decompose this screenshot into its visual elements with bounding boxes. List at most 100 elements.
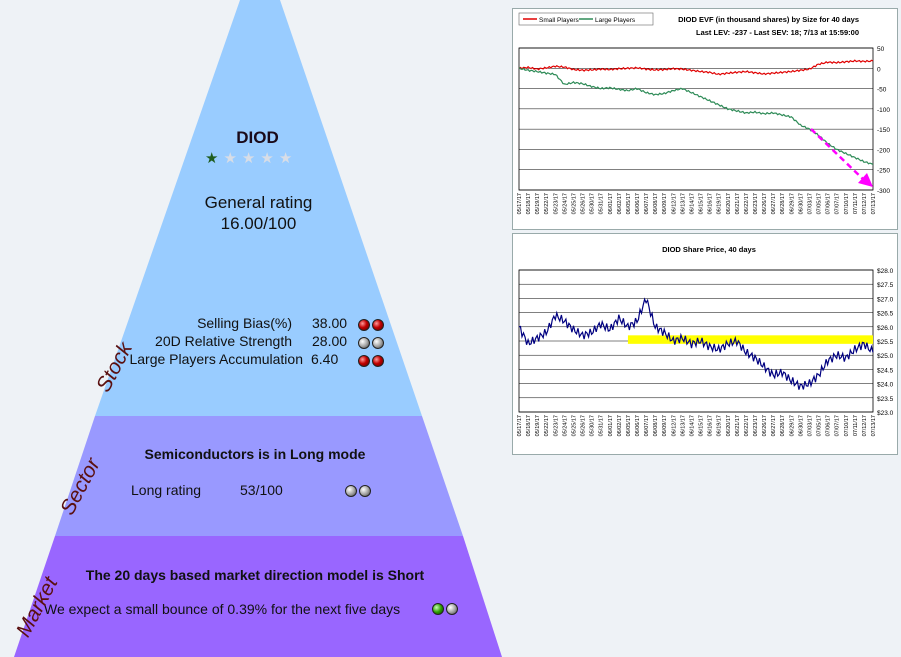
- pyramid-market-tier: [14, 536, 502, 657]
- star-empty-icon: ★: [260, 150, 275, 167]
- x-tick-label: 07/06/17: [826, 193, 832, 214]
- x-tick-label: 05/23/17: [553, 193, 559, 214]
- gray-ball-icon: [359, 484, 371, 497]
- y-tick-label: 0: [877, 66, 881, 73]
- x-tick-label: 06/07/17: [644, 415, 650, 436]
- y-tick-label: 50: [877, 46, 885, 53]
- x-tick-label: 07/11/17: [853, 415, 859, 436]
- x-tick-label: 05/25/17: [571, 193, 577, 214]
- x-tick-label: 06/13/17: [680, 193, 686, 214]
- y-tick-label: -150: [877, 127, 890, 134]
- metric-value: 38.00: [312, 315, 348, 331]
- price-chart-title: DIOD Share Price, 40 days: [662, 245, 756, 254]
- y-tick-label: -50: [877, 87, 887, 94]
- y-tick-label: -300: [877, 188, 890, 195]
- evf-chart-panel: Small Players Large Players DIOD EVF (in…: [512, 8, 898, 230]
- sector-rating-value: 53/100: [240, 482, 283, 498]
- metric-indicator: [356, 334, 384, 352]
- gray-ball-icon: [358, 336, 370, 349]
- x-tick-label: 07/07/17: [835, 415, 841, 436]
- red-ball-icon: [358, 354, 370, 367]
- legend-large-players: Large Players: [595, 17, 636, 24]
- x-tick-label: 06/16/17: [708, 415, 714, 436]
- x-tick-label: 06/05/17: [626, 415, 632, 436]
- x-tick-label: 06/15/17: [699, 415, 705, 436]
- x-tick-label: 06/19/17: [717, 415, 723, 436]
- x-tick-label: 06/23/17: [753, 193, 759, 214]
- x-tick-label: 07/07/17: [835, 193, 841, 214]
- x-tick-label: 06/30/17: [798, 415, 804, 436]
- x-tick-label: 06/22/17: [744, 193, 750, 214]
- metric-indicator: [356, 352, 384, 370]
- x-tick-label: 05/30/17: [590, 193, 596, 214]
- star-rating: ★ ★ ★ ★ ★: [205, 149, 315, 167]
- gray-ball-icon: [446, 602, 458, 615]
- price-series-line: [518, 297, 874, 390]
- star-empty-icon: ★: [278, 150, 294, 167]
- y-tick-label: -200: [877, 147, 890, 154]
- x-tick-label: 06/09/17: [662, 415, 668, 436]
- x-tick-label: 05/19/17: [535, 415, 541, 436]
- x-tick-label: 05/18/17: [526, 415, 532, 436]
- x-tick-label: 06/23/17: [753, 415, 759, 436]
- x-tick-label: 05/18/17: [526, 193, 532, 214]
- x-tick-label: 05/22/17: [544, 415, 550, 436]
- x-tick-label: 05/22/17: [544, 193, 550, 214]
- x-tick-label: 06/29/17: [789, 193, 795, 214]
- green-ball-icon: [432, 602, 444, 615]
- y-tick-label: $28.0: [877, 268, 894, 275]
- x-tick-label: 06/06/17: [635, 415, 641, 436]
- general-rating-label: General rating: [204, 193, 313, 212]
- y-tick-label: $23.5: [877, 396, 894, 403]
- sector-rating-label: Long rating: [131, 482, 202, 498]
- legend-small-players: Small Players: [539, 17, 579, 24]
- evf-chart-title: DIOD EVF (in thousand shares) by Size fo…: [678, 15, 859, 24]
- metric-value: 28.00: [312, 333, 348, 349]
- highlight-band: [627, 335, 873, 344]
- metric-label: Large Players Accumulation: [129, 351, 303, 367]
- x-tick-label: 06/27/17: [771, 415, 777, 436]
- y-tick-label: $24.0: [877, 382, 894, 389]
- metric-row: Large Players Accumulation 6.40: [110, 351, 400, 369]
- x-tick-label: 05/19/17: [535, 193, 541, 214]
- market-indicator: [430, 600, 458, 618]
- y-tick-label: $25.5: [877, 339, 894, 346]
- x-tick-label: 06/21/17: [735, 193, 741, 214]
- x-tick-label: 05/26/17: [581, 193, 587, 214]
- gray-ball-icon: [345, 484, 357, 497]
- x-tick-label: 06/05/17: [626, 193, 632, 214]
- stock-ticker: DIOD: [236, 128, 279, 147]
- x-tick-label: 06/30/17: [798, 193, 804, 214]
- market-expectation: We expect a small bounce of 0.39% for th…: [44, 601, 401, 617]
- metric-row: Selling Bias(%) 38.00: [110, 315, 400, 333]
- metric-label: 20D Relative Strength: [155, 333, 292, 349]
- x-tick-label: 06/12/17: [671, 193, 677, 214]
- y-tick-label: $27.5: [877, 282, 894, 289]
- pyramid-stock-tier: [95, 0, 422, 416]
- star-filled-icon: ★: [205, 150, 220, 167]
- y-tick-label: $24.5: [877, 367, 894, 374]
- x-tick-label: 06/26/17: [762, 415, 768, 436]
- x-tick-label: 05/24/17: [562, 415, 568, 436]
- x-tick-label: 06/01/17: [608, 193, 614, 214]
- x-tick-label: 05/17/17: [517, 415, 523, 436]
- red-ball-icon: [372, 318, 384, 331]
- x-tick-label: 06/02/17: [617, 415, 623, 436]
- x-tick-label: 06/09/17: [662, 193, 668, 214]
- x-tick-label: 07/03/17: [807, 193, 813, 214]
- x-tick-label: 07/12/17: [862, 415, 868, 436]
- red-ball-icon: [372, 354, 384, 367]
- x-tick-label: 05/31/17: [599, 415, 605, 436]
- evf-chart-subtitle: Last LEV: -237 - Last SEV: 18; 7/13 at 1…: [696, 28, 859, 37]
- x-tick-label: 07/13/17: [871, 415, 877, 436]
- metric-label: Selling Bias(%): [197, 315, 292, 331]
- x-tick-label: 06/19/17: [717, 193, 723, 214]
- x-tick-label: 07/12/17: [862, 193, 868, 214]
- trend-arrow: [810, 128, 873, 187]
- x-tick-label: 06/14/17: [689, 415, 695, 436]
- x-tick-label: 07/03/17: [807, 415, 813, 436]
- price-chart-panel: DIOD Share Price, 40 days 05/17/17 05/18/…: [512, 233, 898, 455]
- metric-value: 6.40: [311, 351, 339, 367]
- evf-chart: Small Players Large Players DIOD EVF (in…: [517, 12, 890, 214]
- y-tick-label: $25.0: [877, 353, 894, 360]
